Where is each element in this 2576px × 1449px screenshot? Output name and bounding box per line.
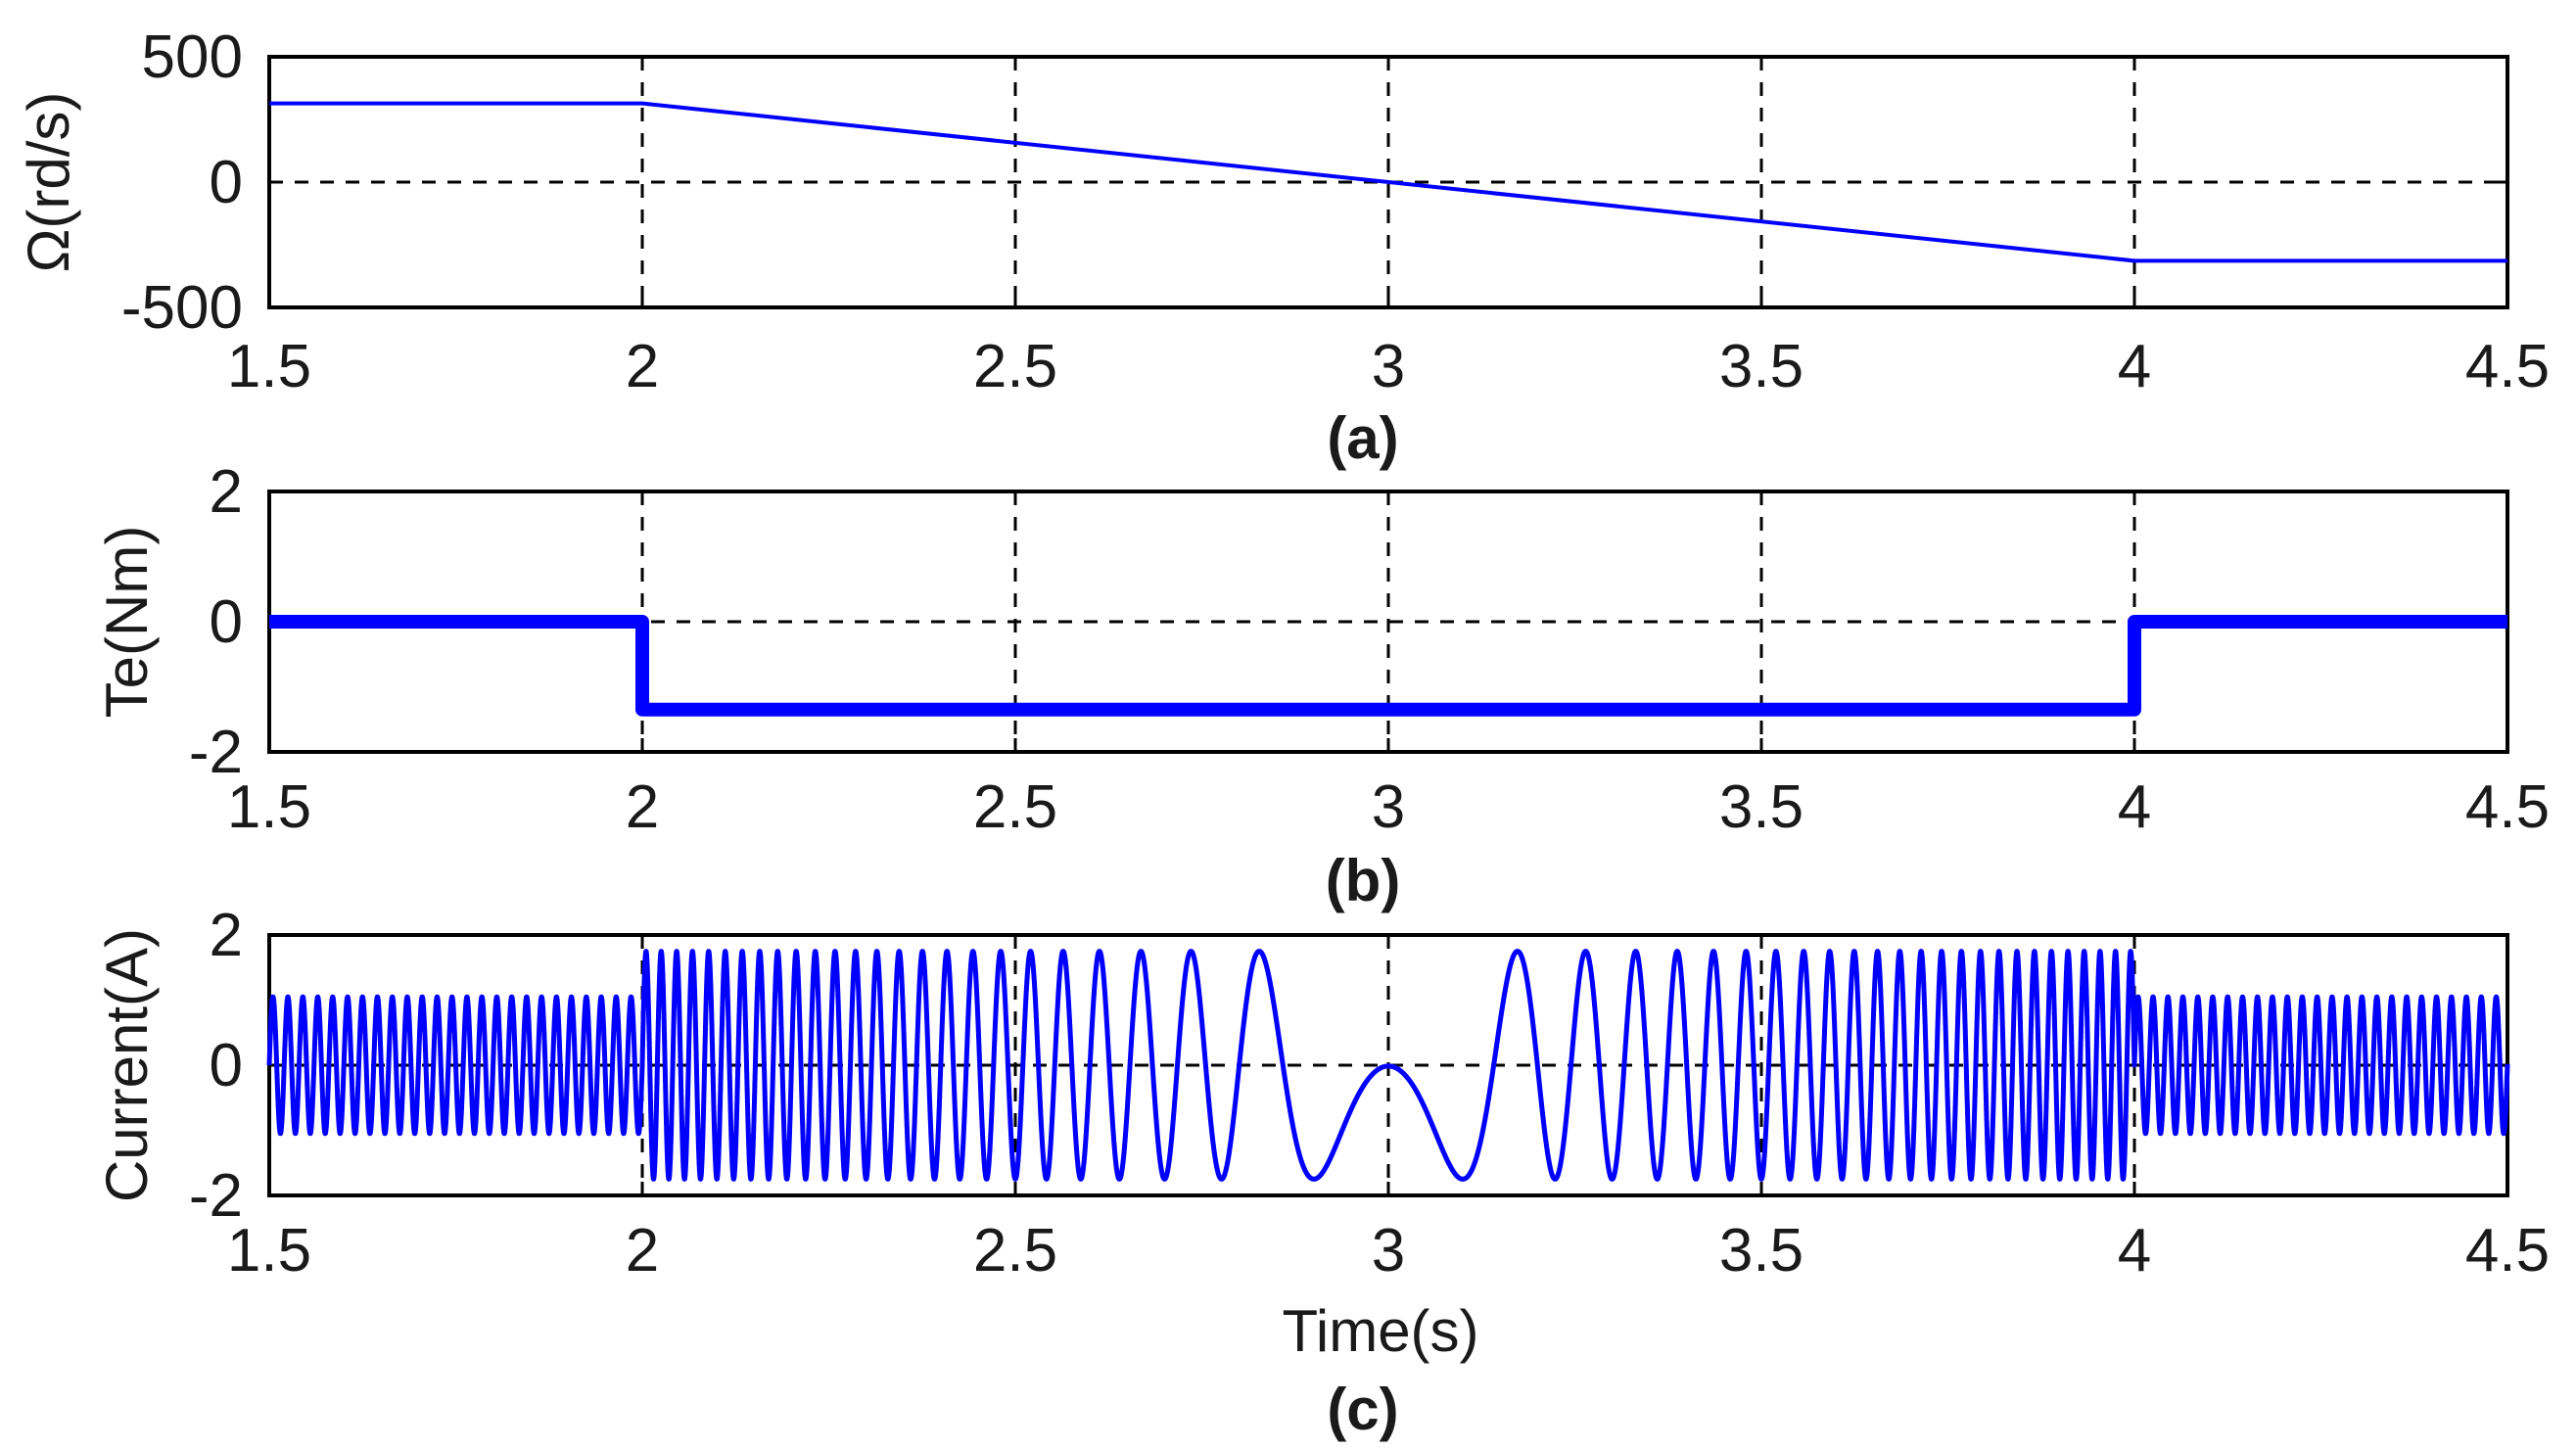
series-c: [266, 949, 2510, 1182]
x-tick-label: 1.5: [227, 1217, 311, 1285]
series-line-a: [269, 101, 2507, 263]
x-tick-label: 2.5: [973, 333, 1057, 400]
y-tick-label: 2: [210, 902, 243, 969]
y-tick-label: 2: [210, 458, 243, 526]
x-tick-label: 4: [2118, 333, 2151, 400]
y-tick-label: 0: [210, 588, 243, 656]
x-tick-label: 2.5: [973, 1217, 1057, 1285]
x-tick-label: 3: [1372, 773, 1405, 841]
series-b: [269, 615, 2507, 717]
x-tick-label: 1.5: [227, 773, 311, 841]
ticks-b: 1.5 2 2.5 3 3.5 4 4.5 2 0 -2: [189, 458, 2550, 841]
y-tick-label: 0: [210, 149, 243, 216]
x-tick-label: 4.5: [2465, 773, 2550, 841]
x-tick-label: 2: [626, 773, 659, 841]
x-axis-label-c: Time(s): [1282, 1298, 1478, 1364]
ticks-a: 1.5 2 2.5 3 3.5 4 4.5 500 0 -500: [121, 23, 2550, 400]
panel-c-current: 1.5 2 2.5 3 3.5 4 4.5 2 0 -2 Current(A) Time(s) (…: [94, 902, 2550, 1442]
y-tick-label: 0: [210, 1032, 243, 1099]
x-tick-label: 2: [626, 333, 659, 400]
y-tick-label: -2: [189, 1162, 243, 1230]
y-tick-label: 500: [142, 23, 243, 91]
x-tick-label: 3: [1372, 333, 1405, 400]
x-tick-label: 2: [626, 1217, 659, 1285]
x-tick-label: 1.5: [227, 333, 311, 400]
caption-c: (c): [1327, 1377, 1398, 1442]
x-tick-label: 3.5: [1719, 773, 1803, 841]
series-line-c: [266, 949, 2510, 1182]
panel-a-speed: 1.5 2 2.5 3 3.5 4 4.5 500 0 -500 Ω(rd/s) (a): [16, 23, 2550, 471]
x-tick-label: 4.5: [2465, 333, 2550, 400]
y-tick-label: -2: [189, 719, 243, 786]
series-a: [269, 101, 2507, 263]
caption-b: (b): [1326, 848, 1401, 913]
y-axis-label-a: Ω(rd/s): [16, 92, 81, 273]
y-tick-label: -500: [121, 274, 243, 342]
x-tick-label: 4: [2118, 773, 2151, 841]
series-line-b: [269, 615, 2507, 717]
x-tick-label: 4: [2118, 1217, 2151, 1285]
x-tick-label: 3.5: [1719, 1217, 1803, 1285]
x-tick-label: 4.5: [2465, 1217, 2550, 1285]
x-tick-label: 3: [1372, 1217, 1405, 1285]
caption-a: (a): [1327, 405, 1398, 471]
ticks-c: 1.5 2 2.5 3 3.5 4 4.5 2 0 -2: [189, 902, 2550, 1285]
y-axis-label-b: Te(Nm): [94, 526, 160, 719]
grid-a: [269, 57, 2507, 307]
y-axis-label-c: Current(A): [94, 928, 160, 1202]
x-tick-label: 2.5: [973, 773, 1057, 841]
panel-b-torque: 1.5 2 2.5 3 3.5 4 4.5 2 0 -2 Te(Nm) (b): [94, 458, 2550, 913]
x-tick-label: 3.5: [1719, 333, 1803, 400]
